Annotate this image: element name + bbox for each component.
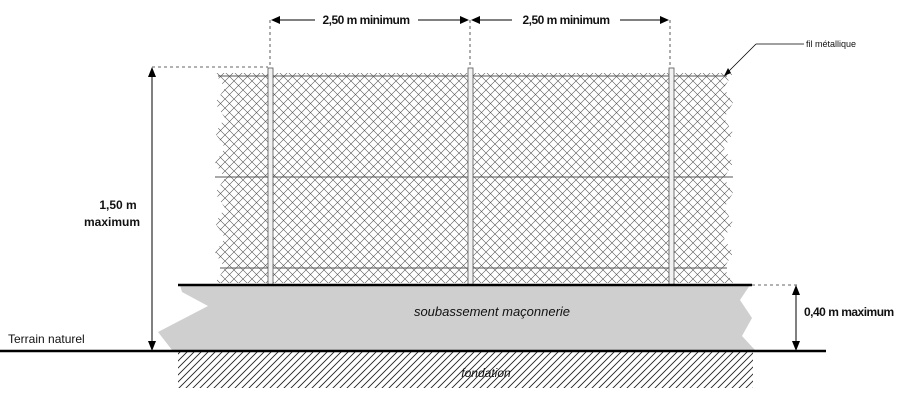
- foundation: [178, 352, 753, 388]
- foundation-label: fondation: [461, 366, 511, 380]
- base-height-label: 0,40 m maximum: [804, 305, 894, 319]
- spacing-dimension: [269, 16, 671, 67]
- base-height-dimension: [752, 284, 800, 351]
- post-left: [267, 67, 274, 286]
- base-label: soubassement maçonnerie: [414, 304, 570, 319]
- ground-label: Terrain naturel: [8, 332, 85, 346]
- spacing-right-label: 2,50 m minimum: [522, 13, 609, 27]
- wire-mesh: [215, 73, 733, 283]
- height-dimension: [148, 66, 268, 351]
- spacing-left-label: 2,50 m minimum: [322, 13, 409, 27]
- height-label-line1: 1,50 m: [99, 198, 136, 212]
- masonry-base: [158, 283, 755, 350]
- height-label-line2: maximum: [84, 215, 140, 229]
- post-middle: [467, 67, 474, 286]
- wire-leader: [724, 43, 804, 76]
- post-right: [668, 67, 675, 286]
- wire-label: fil métallique: [806, 39, 856, 49]
